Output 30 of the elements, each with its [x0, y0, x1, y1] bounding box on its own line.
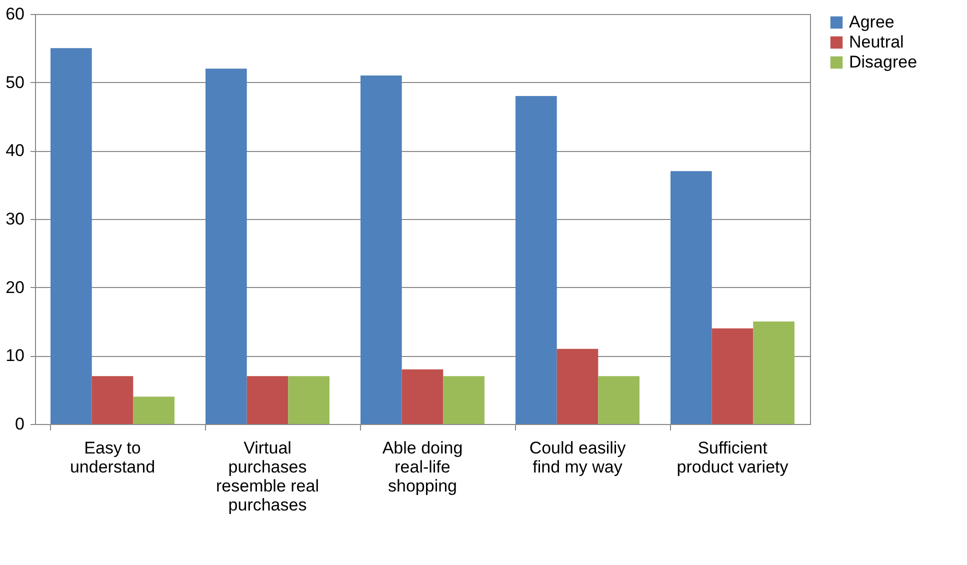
y-tick-label: 60: [6, 4, 24, 24]
bar: [712, 328, 754, 424]
y-tick-label: 50: [6, 72, 24, 92]
y-tick-label: 40: [6, 141, 24, 160]
x-tick-label: Able doing real-life shopping: [382, 438, 463, 496]
y-tick-label: 30: [6, 210, 24, 228]
bar: [133, 396, 174, 424]
y-tick-label: 10: [6, 346, 24, 366]
bar: [288, 376, 330, 424]
bar: [670, 171, 712, 424]
y-tick-label: 20: [6, 278, 24, 297]
bar: [92, 376, 134, 424]
bar: [516, 96, 557, 424]
legend-label: Agree: [849, 12, 894, 32]
x-tick-label: Virtual purchases resemble real purchases: [216, 438, 319, 514]
y-tick-label: 0: [15, 414, 24, 434]
bar: [402, 369, 444, 424]
bar: [360, 76, 402, 424]
bar: [753, 322, 794, 424]
legend-label: Disagree: [849, 52, 918, 72]
bar: [50, 48, 92, 424]
x-tick-label: Easy to understand: [70, 438, 156, 476]
x-tick-label: Could easiliy find my way: [529, 438, 626, 476]
x-tick-label: Sufficient product variety: [676, 438, 789, 476]
bar: [556, 348, 598, 424]
bar: [598, 376, 640, 424]
bar: [246, 376, 288, 424]
legend-label: Neutral: [849, 32, 904, 52]
bar: [206, 68, 247, 424]
bar: [443, 376, 484, 424]
